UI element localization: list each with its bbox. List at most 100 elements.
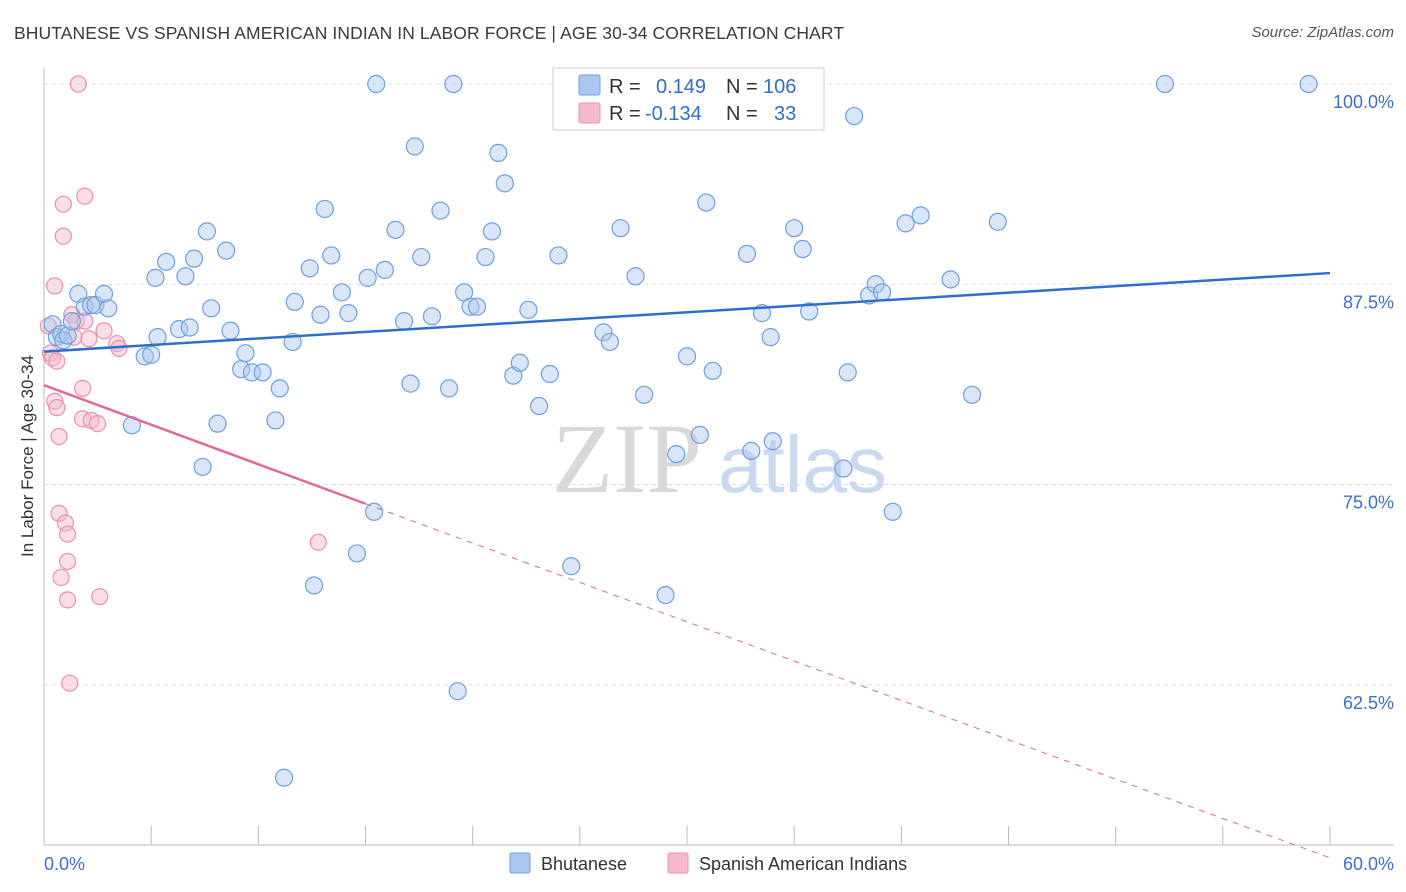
data-point-bhutanese <box>300 259 319 278</box>
y-tick-label: 87.5% <box>1343 292 1394 312</box>
data-point-bhutanese <box>489 143 508 163</box>
data-point-bhutanese <box>845 106 864 126</box>
trend-line-bhutanese <box>43 271 1331 353</box>
data-point-bhutanese <box>896 214 915 233</box>
y-axis-label: In Labor Force | Age 30-34 <box>18 355 37 557</box>
data-point-bhutanese <box>135 347 154 366</box>
data-point-bhutanese <box>677 347 697 366</box>
series-bhutanese-points <box>43 74 1318 787</box>
data-point-bhutanese <box>635 385 654 404</box>
data-point-bhutanese <box>761 328 780 347</box>
data-point-bhutanese <box>448 682 467 701</box>
data-point-spanish-american-indians <box>50 504 68 522</box>
data-point-spanish-american-indians <box>46 392 64 410</box>
watermark-zip: ZIP <box>552 403 702 514</box>
data-point-bhutanese <box>667 444 686 464</box>
trend-line-spanish-american-indians <box>43 384 366 505</box>
legend-r-value-1: 0.149 <box>656 76 706 98</box>
watermark: ZIP atlas <box>552 403 887 514</box>
data-point-spanish-american-indians <box>52 568 70 587</box>
data-point-bhutanese <box>202 299 221 318</box>
data-point-bhutanese <box>793 239 812 259</box>
data-point-bhutanese <box>626 267 645 286</box>
data-point-bhutanese <box>266 411 285 430</box>
data-point-bhutanese <box>315 199 334 219</box>
data-point-spanish-american-indians <box>76 312 94 330</box>
data-point-bhutanese <box>467 297 487 316</box>
data-point-bhutanese <box>737 244 757 263</box>
data-point-bhutanese <box>1155 74 1175 94</box>
legend-n-value-1: 106 <box>763 76 796 98</box>
data-point-bhutanese <box>364 502 384 521</box>
trend-line-spanish-american-indians-extension <box>365 503 1331 859</box>
data-point-spanish-american-indians <box>61 674 79 692</box>
data-point-spanish-american-indians <box>58 525 77 543</box>
data-point-bhutanese <box>208 414 227 433</box>
data-point-bhutanese <box>304 576 324 595</box>
data-point-bhutanese <box>62 312 81 331</box>
data-point-bhutanese <box>594 323 613 342</box>
data-point-spanish-american-indians <box>46 277 64 295</box>
grid-lines <box>44 83 1394 686</box>
data-point-bhutanese <box>339 304 358 323</box>
data-point-bhutanese <box>217 241 236 260</box>
x-axis-ticks <box>150 826 1331 845</box>
data-point-bhutanese <box>431 201 450 220</box>
data-point-spanish-american-indians <box>309 533 327 551</box>
legend-n-label-1: N = <box>726 76 758 98</box>
y-tick-label: 75.0% <box>1343 493 1394 513</box>
data-point-spanish-american-indians <box>91 588 109 606</box>
data-point-bhutanese <box>394 312 414 331</box>
y-axis-tick-labels: 62.5% 75.0% 87.5% 100.0% <box>1333 92 1394 713</box>
data-point-bhutanese <box>883 502 902 521</box>
data-point-bhutanese <box>549 246 568 265</box>
bottom-legend-swatch-spanish-american-indians <box>667 852 689 874</box>
data-point-bhutanese <box>422 307 442 326</box>
data-point-bhutanese <box>347 544 367 563</box>
chart-title: BHUTANESE VS SPANISH AMERICAN INDIAN IN … <box>14 23 845 43</box>
data-point-bhutanese <box>800 302 819 321</box>
legend-swatch-bhutanese <box>578 74 601 96</box>
data-point-bhutanese <box>834 459 853 478</box>
legend-n-label-2: N = <box>726 103 758 125</box>
data-point-bhutanese <box>99 299 118 318</box>
data-point-spanish-american-indians <box>48 352 66 370</box>
data-point-bhutanese <box>941 270 960 289</box>
legend: R = 0.149 N = 106 R = -0.134 N = 33 <box>552 67 825 131</box>
data-point-bhutanese <box>253 363 272 382</box>
data-point-bhutanese <box>285 292 304 312</box>
chart-source: Source: ZipAtlas.com <box>1251 24 1394 41</box>
data-point-bhutanese <box>510 353 529 372</box>
bottom-legend: Bhutanese Spanish American Indians <box>509 852 907 874</box>
data-point-bhutanese <box>197 222 216 241</box>
x-tick-label-min: 0.0% <box>44 854 85 874</box>
data-point-bhutanese <box>690 425 709 444</box>
data-point-bhutanese <box>375 260 394 279</box>
data-point-bhutanese <box>146 268 165 287</box>
data-point-bhutanese <box>58 326 77 345</box>
data-point-bhutanese <box>656 585 675 605</box>
data-point-bhutanese <box>785 219 804 238</box>
data-point-bhutanese <box>386 220 405 239</box>
data-point-bhutanese <box>476 247 495 267</box>
data-point-spanish-american-indians <box>58 552 77 571</box>
data-point-bhutanese <box>562 557 581 576</box>
data-point-bhutanese <box>401 374 420 393</box>
data-point-bhutanese <box>94 284 114 303</box>
data-point-bhutanese <box>157 252 176 271</box>
data-point-bhutanese <box>176 267 195 286</box>
data-point-bhutanese <box>311 305 330 324</box>
data-point-spanish-american-indians <box>95 322 113 340</box>
data-point-bhutanese <box>193 457 212 477</box>
data-point-bhutanese <box>332 283 352 302</box>
data-point-spanish-american-indians <box>48 399 66 417</box>
data-point-bhutanese <box>872 283 892 302</box>
data-point-bhutanese <box>242 363 262 382</box>
x-tick-label-max: 60.0% <box>1343 854 1394 874</box>
data-point-spanish-american-indians <box>50 427 68 446</box>
data-point-spanish-american-indians <box>73 379 92 398</box>
data-point-bhutanese <box>962 385 982 404</box>
data-point-spanish-american-indians <box>76 187 94 205</box>
data-point-bhutanese <box>742 441 761 460</box>
